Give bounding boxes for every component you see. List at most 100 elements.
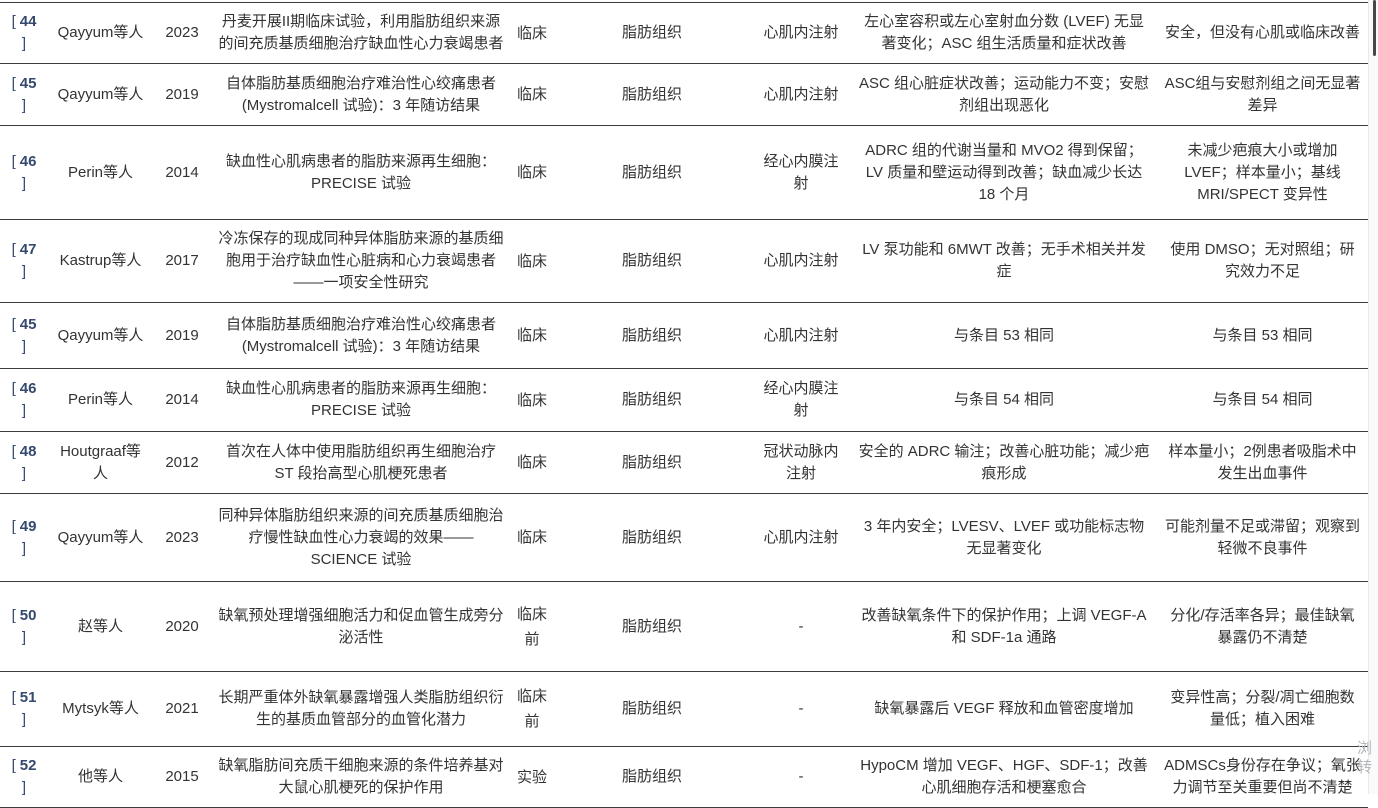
bracket-open: [ [11, 606, 16, 624]
bracket-close: ] [21, 711, 27, 728]
year-cell: 2023 [165, 24, 199, 41]
citation-number: 44 [19, 13, 37, 30]
table-row: [51] Mytsyk等人 2021 长期严重体外缺氧暴露增强人类脂肪组织衍生的… [0, 672, 1368, 747]
injection-route-cell: 心肌内注射 [763, 528, 839, 546]
comments-cell: ADMSCs身份存在争议；氧张力调节至关重要但尚不清楚 [1164, 757, 1361, 796]
author-cell: Perin等人 [67, 163, 134, 181]
results-cell: 左心室容积或左心室射血分数 (LVEF) 无显著变化；ASC 组生活质量和症状改… [864, 13, 1144, 52]
bracket-open: [ [11, 13, 16, 30]
study-title-cell: 自体脂肪基质细胞治疗难治性心绞痛患者 (Mystromalcell 试验)：3 … [225, 74, 496, 114]
table-row: [52] 他等人 2015 缺氧脂肪间充质干细胞来源的条件培养基对大鼠心肌梗死的… [0, 747, 1368, 808]
tissue-cell: 脂肪组织 [621, 391, 682, 408]
bracket-open: [ [11, 315, 16, 333]
tissue-cell: 脂肪组织 [621, 617, 682, 635]
tissue-cell: 脂肪组织 [621, 326, 682, 344]
reference-cell: [45] [0, 64, 48, 125]
results-cell: 3 年内安全；LVESV、LVEF 或功能标志物无显著变化 [863, 517, 1145, 557]
citation-link[interactable]: [45] [12, 73, 37, 117]
year-cell: 2014 [165, 391, 199, 408]
bracket-open: [ [11, 152, 16, 170]
citation-link[interactable]: [52] [12, 755, 37, 799]
author-cell: Mytsyk等人 [62, 700, 139, 717]
citation-number: 52 [19, 757, 37, 774]
study-type-cell: 临床 [516, 24, 547, 42]
injection-route-cell: 心肌内注射 [763, 85, 839, 103]
author-cell: Perin等人 [67, 391, 134, 408]
author-cell: 赵等人 [77, 617, 123, 635]
author-cell: Qayyum等人 [57, 326, 144, 344]
comments-cell: 样本量小；2例患者吸脂术中发生出血事件 [1168, 442, 1357, 482]
citation-link[interactable]: [49] [12, 516, 37, 560]
comments-cell: 与条目 54 相同 [1212, 391, 1313, 408]
table-row: [44] Qayyum等人 2023 丹麦开展II期临床试验，利用脂肪组织来源的… [0, 3, 1368, 64]
comments-cell: 使用 DMSO；无对照组；研究效力不足 [1170, 241, 1355, 280]
injection-route-cell: - [798, 617, 804, 635]
table-row: [45] Qayyum等人 2019 自体脂肪基质细胞治疗难治性心绞痛患者 (M… [0, 64, 1368, 126]
citation-number: 47 [19, 241, 37, 258]
bracket-close: ] [21, 263, 27, 280]
citation-number: 46 [19, 152, 37, 170]
bracket-close: ] [21, 539, 27, 557]
citation-link[interactable]: [47] [12, 239, 37, 283]
injection-route-cell: - [798, 700, 804, 717]
author-cell: Houtgraaf等人 [60, 442, 141, 482]
bracket-close: ] [21, 35, 27, 52]
tissue-cell: 脂肪组织 [621, 163, 682, 181]
study-type-cell: 实验 [516, 768, 547, 786]
tissue-cell: 脂肪组织 [621, 528, 682, 546]
injection-route-cell: 心肌内注射 [763, 252, 839, 269]
tissue-cell: 脂肪组织 [621, 252, 682, 269]
results-cell: 与条目 53 相同 [953, 326, 1055, 344]
study-type-cell: 临床 [516, 529, 547, 546]
bracket-open: [ [11, 380, 16, 397]
results-cell: 与条目 54 相同 [953, 391, 1055, 408]
injection-route-cell: - [798, 768, 804, 785]
bracket-close: ] [21, 402, 27, 419]
citation-number: 49 [19, 517, 37, 535]
citation-link[interactable]: [51] [12, 687, 37, 731]
study-type-cell: 临床 [516, 454, 547, 471]
citation-link[interactable]: [48] [12, 441, 37, 485]
comments-cell: 分化/存活率各异；最佳缺氧暴露仍不清楚 [1170, 606, 1355, 646]
citation-link[interactable]: [44] [12, 11, 37, 55]
citation-number: 46 [19, 380, 37, 397]
table-row: [46] Perin等人 2014 缺血性心肌病患者的脂肪来源再生细胞：PREC… [0, 369, 1368, 432]
tissue-cell: 脂肪组织 [621, 453, 682, 471]
study-title-cell: 自体脂肪基质细胞治疗难治性心绞痛患者 (Mystromalcell 试验)：3 … [225, 315, 496, 355]
injection-route-cell: 心肌内注射 [763, 24, 839, 41]
reference-cell: [45] [0, 303, 48, 368]
study-title-cell: 缺血性心肌病患者的脂肪来源再生细胞：PRECISE 试验 [225, 380, 496, 419]
study-title-cell: 缺血性心肌病患者的脂肪来源再生细胞：PRECISE 试验 [225, 152, 496, 192]
citation-number: 45 [19, 315, 37, 333]
year-cell: 2019 [165, 85, 199, 103]
year-cell: 2023 [165, 528, 199, 546]
table-row: [48] Houtgraaf等人 2012 首次在人体中使用脂肪组织再生细胞治疗… [0, 432, 1368, 494]
reference-cell: [50] [0, 582, 48, 671]
scrollbar-thumb[interactable] [1373, 0, 1376, 56]
table-row: [45] Qayyum等人 2019 自体脂肪基质细胞治疗难治性心绞痛患者 (M… [0, 303, 1368, 369]
bracket-open: [ [11, 241, 16, 258]
study-title-cell: 同种异体脂肪组织来源的间充质基质细胞治疗慢性缺血性心力衰竭的效果——SCIENC… [218, 506, 504, 568]
comments-cell: 未减少疤痕大小或增加 LVEF；样本量小；基线 MRI/SPECT 变异性 [1184, 141, 1341, 203]
table-row: [49] Qayyum等人 2023 同种异体脂肪组织来源的间充质基质细胞治疗慢… [0, 494, 1368, 582]
author-cell: Qayyum等人 [57, 24, 144, 41]
injection-route-cell: 冠状动脉内注射 [763, 442, 839, 482]
citation-link[interactable]: [45] [12, 314, 37, 358]
citation-link[interactable]: [46] [12, 378, 37, 422]
study-title-cell: 丹麦开展II期临床试验，利用脂肪组织来源的间充质基质细胞治疗缺血性心力衰竭患者 [218, 13, 504, 52]
bracket-close: ] [21, 628, 27, 646]
year-cell: 2017 [165, 252, 199, 269]
scrollbar-track[interactable] [1368, 0, 1378, 794]
comments-cell: ASC组与安慰剂组之间无显著差异 [1164, 74, 1361, 114]
citation-link[interactable]: [50] [12, 605, 37, 649]
bracket-close: ] [21, 464, 27, 482]
citation-link[interactable]: [46] [12, 151, 37, 195]
table-row: [46] Perin等人 2014 缺血性心肌病患者的脂肪来源再生细胞：PREC… [0, 126, 1368, 220]
bracket-close: ] [21, 337, 27, 355]
author-cell: Qayyum等人 [57, 528, 144, 546]
year-cell: 2012 [165, 453, 199, 471]
table-row: [47] Kastrup等人 2017 冷冻保存的现成同种异体脂肪来源的基质细胞… [0, 220, 1368, 303]
table-row: [50] 赵等人 2020 缺氧预处理增强细胞活力和促血管生成旁分泌活性 临床前… [0, 582, 1368, 672]
comments-cell: 可能剂量不足或滞留；观察到轻微不良事件 [1164, 517, 1360, 557]
results-cell: HypoCM 增加 VEGF、HGF、SDF-1；改善心肌细胞存活和梗塞愈合 [860, 757, 1148, 796]
